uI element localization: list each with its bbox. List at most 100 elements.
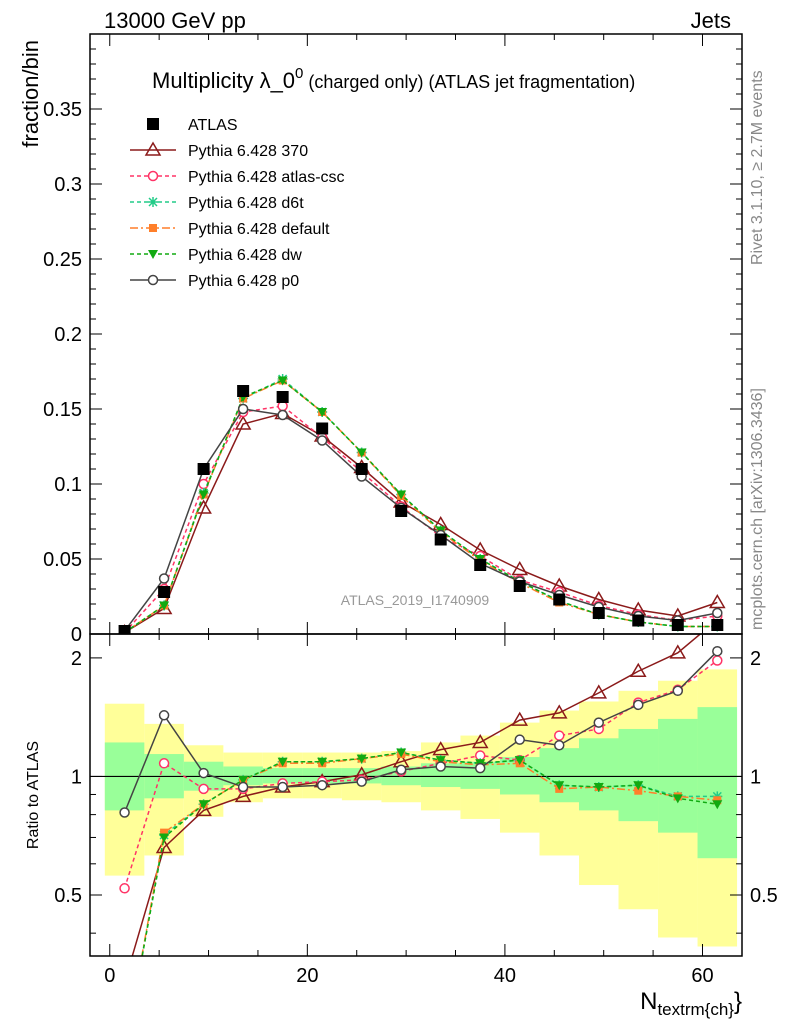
point-atlas [316, 422, 329, 435]
ratio-series-lines [90, 634, 742, 956]
ratio-point-dw [593, 783, 604, 793]
x-axis-label-close: } [734, 988, 742, 1015]
ratio-point-p370 [511, 711, 529, 726]
legend-label-dw: Pythia 6.428 dw [188, 247, 302, 264]
main-y-tick-label: 0.05 [43, 549, 82, 571]
point-p0 [277, 409, 288, 421]
point-atlas [197, 463, 210, 475]
ratio-line-atlas_csc [123, 659, 718, 889]
legend-marker-atlas [147, 118, 159, 130]
point-p0 [712, 607, 723, 619]
legend-marker-dw [148, 250, 158, 259]
series-line-atlas_csc [124, 405, 718, 634]
point-p370 [195, 499, 212, 514]
series-line-p0 [123, 408, 718, 632]
ratio-point-dw [396, 748, 407, 758]
main-y-tick-label: 0.2 [54, 324, 82, 346]
ratio-line-p0 [123, 650, 718, 813]
chart-title-suffix: (charged only) (ATLAS jet fragmentation) [303, 72, 635, 92]
main-y-tick-label: 0 [71, 624, 82, 646]
ratio-point-atlas_csc [553, 730, 565, 741]
point-atlas [592, 607, 605, 619]
ratio-point-p0 [593, 717, 605, 728]
series-line-default [124, 379, 718, 634]
ratio-point-p0 [633, 699, 644, 711]
point-dw [159, 601, 170, 611]
ratio-point-atlas_csc [158, 758, 170, 769]
point-atlas [513, 580, 526, 592]
ratio-point-dw [238, 775, 249, 785]
ratio-point-dw [356, 754, 367, 764]
legend-label-p0: Pythia 6.428 p0 [188, 273, 299, 290]
point-p370 [511, 561, 529, 576]
ratio-point-p0 [277, 781, 288, 793]
ratio-point-atlas_csc [119, 883, 130, 894]
ratio-point-p0 [553, 740, 565, 751]
ratio-point-p0 [356, 776, 367, 787]
ratio-point-atlas_csc [198, 783, 209, 795]
chart-title: Multiplicity λ_00 (charged only) (ATLAS … [152, 65, 635, 93]
main-y-tick-label: 0.1 [54, 474, 82, 496]
legend-marker-d6t [148, 197, 158, 207]
ratio-point-p0 [158, 710, 170, 721]
ratio-point-p0 [198, 767, 209, 779]
main-y-tick-label: 0.35 [43, 99, 82, 121]
ratio-point-p370 [432, 741, 450, 756]
ratio-y-tick-label: 2 [71, 648, 82, 670]
ratio-frame [89, 633, 743, 957]
legend-marker-p0 [147, 274, 159, 286]
main-y-tick-label: 0.3 [54, 174, 82, 196]
ratio-point-p0 [474, 762, 486, 774]
header-left: 13000 GeV pp [104, 8, 246, 33]
ratio-y-tick-label-right: 2 [750, 648, 761, 670]
header-right: Jets [691, 8, 731, 33]
point-dw [356, 448, 367, 458]
ratio-point-p370 [590, 684, 608, 699]
ratio-point-p370 [155, 839, 173, 854]
ratio-point-atlas_csc [712, 655, 723, 666]
watermark: ATLAS_2019_I1740909 [341, 592, 490, 608]
ratio-point-p0 [395, 764, 407, 775]
ratio-uncertainty-bands [104, 669, 738, 947]
point-p0 [316, 435, 328, 446]
point-p370 [234, 415, 252, 430]
x-axis-label-sub: textrm{ch} [657, 1000, 734, 1019]
ratio-point-dw [633, 781, 644, 791]
point-dw [317, 408, 328, 417]
ratio-point-dw [672, 794, 683, 804]
point-atlas [237, 385, 250, 397]
ratio-line-default [141, 753, 718, 956]
point-dw [198, 490, 209, 500]
ratio-point-dw [159, 833, 170, 843]
inner-band-bin [658, 718, 698, 833]
ratio-point-dw [712, 800, 723, 810]
series-line-dw [124, 379, 718, 634]
inner-band-bin [539, 748, 579, 803]
point-atlas [118, 625, 131, 634]
legend-label-d6t: Pythia 6.428 d6t [188, 195, 304, 212]
point-dw [277, 376, 288, 386]
ratio-line-dw [141, 751, 718, 956]
point-atlas [276, 391, 289, 403]
y-axis-label: fraction/bin [18, 40, 43, 148]
point-atlas [355, 463, 368, 475]
ratio-point-dw [514, 756, 525, 766]
x-axis-label-main: N [640, 988, 657, 1015]
x-tick-label: 0 [104, 965, 115, 987]
ratio-point-p0 [672, 685, 684, 697]
ratio-point-p0 [237, 781, 249, 793]
ratio-point-dw [198, 800, 209, 810]
inner-band-bin [262, 768, 303, 784]
main-y-tick-label: 0.25 [43, 249, 82, 271]
axis-ticks: 00.050.10.150.20.250.30.350 20 40 600.5 0.51… [43, 33, 778, 987]
ratio-point-dw [317, 757, 328, 767]
point-p0 [158, 573, 170, 584]
ratio-y-tick-label-right: 0.5 [750, 885, 778, 907]
main-y-tick-label: 0.15 [43, 399, 82, 421]
ratio-point-p0 [514, 734, 525, 745]
legend-label-atlas: ATLAS [188, 117, 238, 134]
point-p370 [708, 594, 726, 609]
legend-label-p370: Pythia 6.428 370 [188, 143, 308, 160]
ratio-point-p370 [195, 801, 212, 817]
